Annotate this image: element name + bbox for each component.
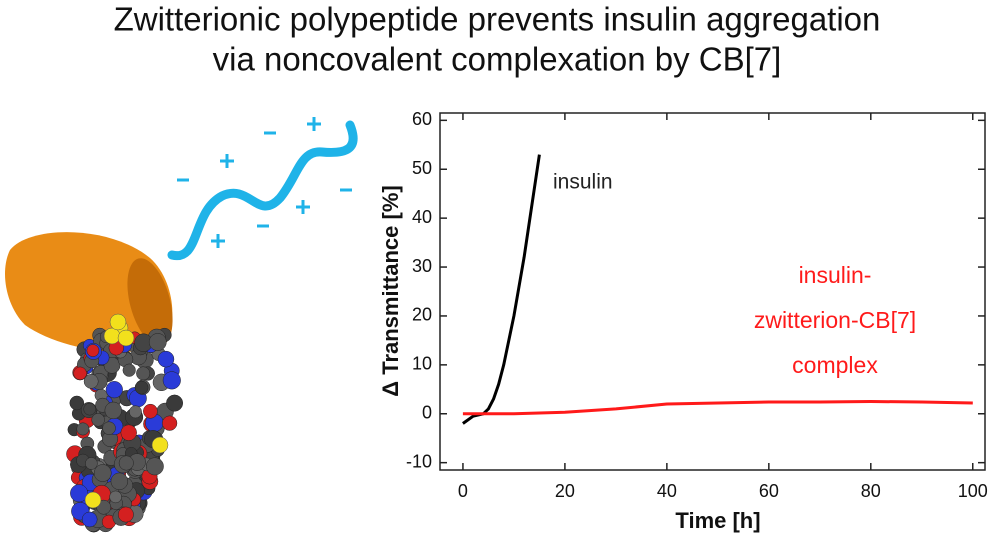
y-tick-label: -10 — [406, 451, 432, 471]
plot-frame — [439, 112, 986, 471]
y-tick-label: 10 — [412, 354, 432, 374]
atom — [143, 403, 158, 419]
atom — [166, 394, 184, 412]
illustration — [5, 117, 358, 533]
atom — [110, 472, 129, 490]
atom — [84, 491, 102, 509]
atom — [120, 424, 137, 441]
y-tick-label: 30 — [412, 256, 432, 276]
data-line — [462, 400, 973, 416]
atom — [86, 344, 100, 357]
atom — [83, 374, 99, 389]
annotation: zwitterion-CB[7] — [754, 307, 916, 333]
annotation: complex — [792, 352, 878, 378]
x-axis-label: Time [h] — [675, 508, 760, 533]
y-tick-label: 60 — [412, 109, 432, 129]
atom — [69, 395, 85, 411]
atom — [109, 313, 127, 331]
atom — [85, 457, 98, 470]
x-tick-label: 80 — [861, 481, 881, 501]
y-tick-label: 50 — [412, 158, 432, 178]
atom — [162, 371, 181, 390]
annotation: insulin- — [799, 262, 872, 288]
atom — [157, 350, 175, 368]
cb7-cavity — [127, 258, 173, 346]
annotation: insulin — [553, 171, 613, 194]
atom — [109, 490, 122, 504]
title-line: via noncovalent complexation by CB[7] — [213, 41, 782, 78]
atom — [118, 455, 134, 471]
charges — [177, 117, 352, 248]
atom — [76, 422, 90, 436]
atom — [105, 381, 123, 399]
x-tick-label: 20 — [555, 481, 575, 501]
atom — [162, 415, 178, 431]
atom — [93, 464, 112, 482]
atom — [81, 511, 98, 528]
atom — [129, 405, 142, 419]
atom — [91, 413, 105, 427]
title-line: Zwitterionic polypeptide prevents insuli… — [114, 1, 881, 38]
atom — [136, 366, 151, 381]
atom — [103, 327, 121, 345]
atom — [117, 506, 134, 523]
atom — [104, 401, 122, 420]
y-tick-label: 20 — [412, 305, 432, 325]
x-tick-label: 40 — [657, 481, 677, 501]
cb7-ring — [5, 232, 173, 353]
atom — [122, 363, 136, 377]
polypeptide-chain — [167, 120, 358, 261]
y-tick-label: 40 — [412, 207, 432, 227]
atom — [148, 333, 167, 351]
data-line — [462, 154, 541, 425]
atom — [117, 329, 135, 347]
atom — [70, 484, 89, 503]
insulin-molecule — [66, 313, 184, 533]
atom — [134, 380, 149, 395]
atom — [145, 457, 164, 476]
y-axis-label: Δ Transmittance [%] — [378, 185, 403, 396]
atom — [151, 436, 169, 454]
x-tick-label: 100 — [958, 481, 988, 501]
atom — [102, 421, 116, 435]
atom — [83, 402, 96, 416]
x-tick-label: 60 — [759, 481, 779, 501]
x-tick-label: 0 — [458, 481, 468, 501]
atom — [73, 366, 87, 381]
y-tick-label: 0 — [422, 403, 432, 423]
